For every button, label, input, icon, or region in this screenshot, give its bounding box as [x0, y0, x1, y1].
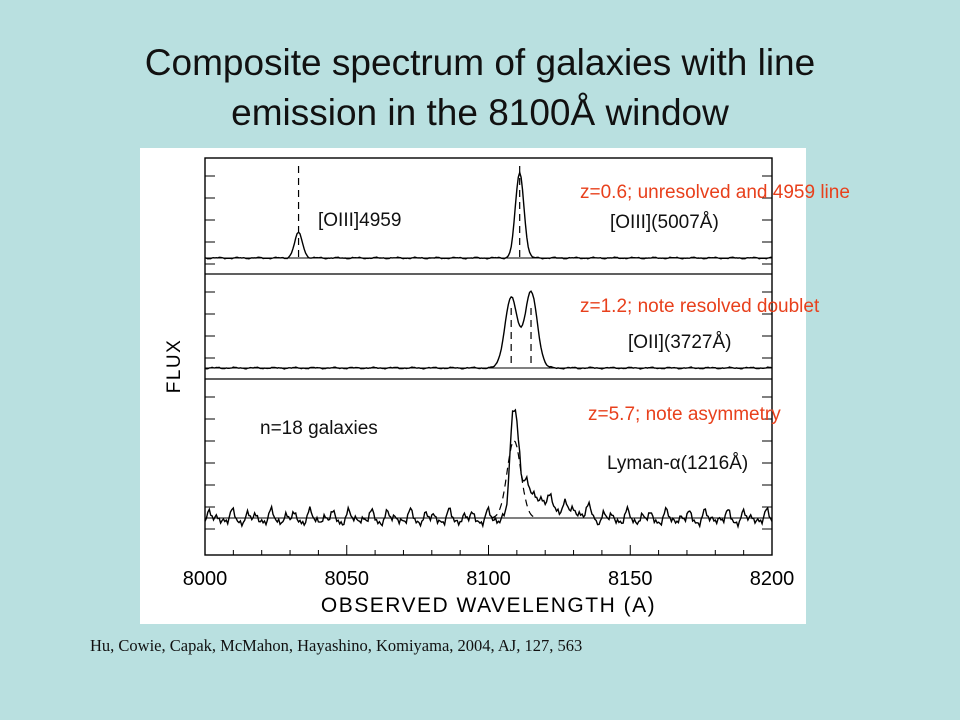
title-line-1: Composite spectrum of galaxies with line — [144, 42, 816, 83]
y-axis-label: FLUX — [164, 339, 185, 394]
spectrum-oiii — [204, 170, 772, 260]
x-tick-label: 8150 — [608, 568, 653, 590]
x-tick-label: 8100 — [466, 568, 511, 590]
slide-title: Composite spectrum of galaxies with line… — [40, 38, 920, 138]
lyman-alpha-model — [491, 439, 537, 519]
citation: Hu, Cowie, Capak, McMahon, Hayashino, Ko… — [90, 636, 583, 655]
oii-3727-label: [OII](3727Å) — [628, 332, 732, 353]
panel1-note: z=0.6; unresolved and 4959 line — [580, 182, 850, 203]
lyman-alpha-label: Lyman-α(1216Å) — [607, 453, 749, 474]
panel2-note: z=1.2; note resolved doublet — [580, 296, 820, 317]
x-tick-label: 8050 — [325, 568, 370, 590]
x-tick-label: 8000 — [183, 568, 228, 590]
oiii-4959-label: [OIII]4959 — [318, 210, 402, 231]
spectrum-oii — [204, 290, 773, 370]
oiii-5007-label: [OIII](5007Å) — [610, 212, 719, 233]
panel3-note: z=5.7; note asymmetry — [588, 404, 781, 425]
title-line-2: emission in the 8100Å window — [231, 92, 729, 133]
x-tick-label: 8200 — [750, 568, 795, 590]
spectrum-plot: 8000 8050 8100 8150 8200 OBSERVED WAVELENGTH … — [164, 157, 795, 617]
sample-size-label: n=18 galaxies — [260, 418, 378, 439]
spectrum-lyman-alpha — [204, 408, 773, 529]
spectrum-figure: 8000 8050 8100 8150 8200 OBSERVED WAVELENGTH … — [140, 148, 850, 624]
x-axis-label: OBSERVED WAVELENGTH (A) — [321, 594, 656, 617]
